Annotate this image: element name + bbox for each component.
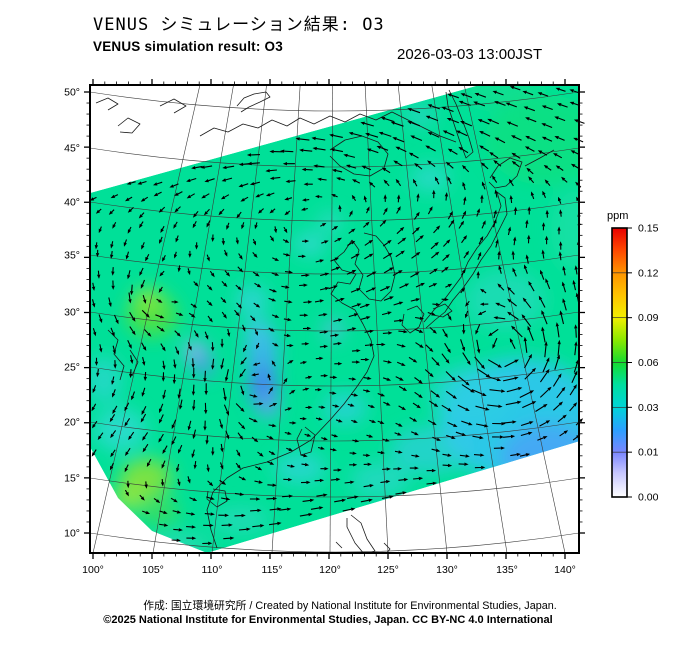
x-tick-label: 105° (142, 564, 164, 576)
colorbar-tick-label: 0.12 (638, 267, 659, 279)
y-tick-label: 15° (64, 473, 80, 485)
y-tick-label: 35° (64, 250, 80, 262)
y-tick-label: 40° (64, 197, 80, 209)
credit-line: 作成: 国立環境研究所 / Created by National Instit… (143, 600, 557, 612)
x-tick-label: 110° (202, 564, 223, 576)
y-tick-label: 30° (64, 307, 80, 319)
colorbar-tick-label: 0.15 (638, 223, 659, 235)
x-tick-label: 120° (319, 564, 341, 576)
x-tick-label: 125° (377, 564, 399, 576)
x-tick-label: 135° (496, 564, 518, 576)
graticule-grid (90, 85, 579, 553)
x-tick-label: 115° (262, 564, 283, 576)
colorbar-tick-label: 0.06 (638, 357, 659, 369)
copyright-line: ©2025 National Institute for Environment… (103, 614, 553, 626)
y-tick-label: 10° (64, 528, 80, 540)
x-tick-label: 130° (436, 564, 458, 576)
axis-ticks (84, 79, 585, 559)
y-tick-label: 25° (64, 362, 80, 374)
x-tick-label: 100° (82, 564, 104, 576)
colorbar-tick-label: 0.03 (638, 402, 659, 414)
longitude-labels: 100° 105° 110° 115° 120° 125° 130° 135° 140° (82, 564, 576, 576)
timestamp: 2026-03-03 13:00JST (397, 46, 543, 63)
latitude-labels: 50° 45° 40° 35° 30° 25° 20° 15° 10° (64, 87, 80, 540)
coastlines (95, 89, 555, 553)
colorbar-units-label: ppm (607, 210, 628, 222)
colorbar: 0.15 0.12 0.09 0.06 0.03 0.01 0.00 ppm (607, 210, 659, 504)
y-tick-label: 50° (64, 87, 80, 99)
page-title-japanese: VENUS シミュレーション結果: O3 (93, 15, 385, 35)
colorbar-tick-label: 0.00 (638, 492, 659, 504)
colorbar-tick-label: 0.01 (638, 447, 659, 459)
colorbar-tick-label: 0.09 (638, 312, 659, 324)
y-tick-label: 45° (64, 143, 80, 155)
wind-vectors (89, 86, 585, 545)
o3-field (90, 86, 579, 553)
y-tick-label: 20° (64, 417, 80, 429)
page-title-english: VENUS simulation result: O3 (93, 39, 283, 54)
x-tick-label: 140° (554, 564, 576, 576)
